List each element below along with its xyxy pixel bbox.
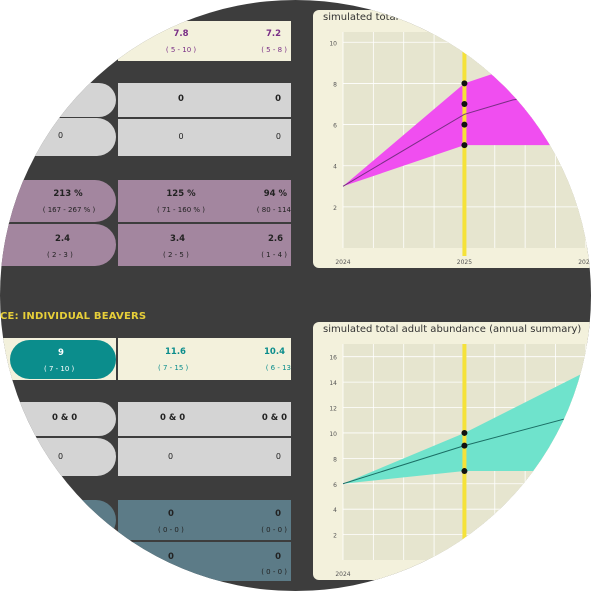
- y-tick-label: 8: [333, 81, 337, 88]
- x-tick-label: 2024: [335, 571, 350, 578]
- cell-value: 0 & 0: [160, 413, 186, 423]
- uncertainty-band: [343, 66, 556, 187]
- cell-value: 0 & 0: [52, 413, 78, 423]
- cell-value: 0 & 0: [261, 413, 287, 423]
- y-tick-label: 14: [329, 380, 337, 387]
- uncertainty-band: [343, 369, 591, 484]
- y-tick-label: 4: [333, 164, 337, 171]
- y-tick-label: 10: [329, 431, 337, 438]
- cell-value: 0: [275, 132, 281, 141]
- cell-range: ( 2 - 3 ): [47, 251, 73, 259]
- data-point: [461, 142, 468, 149]
- cell-range: ( 1 - 4 ): [261, 251, 287, 259]
- cell-value: 3.4: [170, 234, 186, 244]
- section-title: CE: INDIVIDUAL BEAVERS: [0, 311, 147, 322]
- data-point: [461, 80, 468, 87]
- y-tick-label: 6: [333, 482, 337, 489]
- cell-range: ( 5 - 10 ): [165, 46, 197, 54]
- table-cell: 0 ( 0 - 0 ) 0 ( 0 - 0 ): [118, 500, 291, 540]
- y-tick-label: 6: [333, 123, 337, 130]
- cell-value: 125 %: [166, 189, 196, 199]
- data-point: [461, 429, 468, 436]
- cell-value: 0: [275, 509, 281, 519]
- cell-value: 0: [275, 452, 281, 461]
- cell-range: ( 71 - 160 % ): [156, 206, 206, 214]
- table-cell: 0 & 0: [0, 402, 116, 436]
- chart-2-svg: 2 4 6 8 10 12 14 16 2024: [329, 344, 591, 578]
- cell-value: 9: [58, 348, 64, 358]
- table-cell: 0 0: [118, 118, 291, 156]
- cell-value: 0: [178, 132, 184, 141]
- data-point: [461, 121, 468, 128]
- cell-range: ( 0 - 0 ): [261, 526, 287, 534]
- y-tick-label: 16: [329, 355, 337, 362]
- cell-value: 11.6: [165, 347, 186, 357]
- table-cell: 3.4 ( 2 - 5 ) 2.6 ( 1 - 4 ): [118, 223, 291, 266]
- table-cell: 0: [0, 437, 116, 476]
- adult-abundance-chart-panel: simulated total adult abundance (annual …: [313, 322, 591, 580]
- x-tick-label: 2024: [335, 259, 350, 266]
- y-tick-label: 12: [329, 406, 337, 413]
- cell-value: 0: [58, 131, 64, 140]
- x-tick-label: 2025: [457, 259, 472, 266]
- table-cell: 125 % ( 71 - 160 % ) 94 % ( 80 - 114: [118, 180, 291, 222]
- cell-value: 2.6: [267, 234, 283, 244]
- y-tick-label: 10: [329, 40, 337, 47]
- cell-value: 0: [275, 94, 281, 104]
- cell-range: ( 5 - 8 ): [261, 46, 287, 54]
- table-cell: 0 0: [118, 83, 291, 117]
- cell-value: 0: [275, 552, 281, 562]
- cell-value: 10.4: [264, 347, 285, 357]
- chart-title: simulated total adult abundance (annual …: [323, 324, 582, 335]
- cell-value: 0: [168, 452, 174, 461]
- cell-value: 0: [168, 552, 174, 562]
- table-cell: 11.6 ( 7 - 15 ) 10.4 ( 6 - 13: [118, 338, 291, 380]
- chart-title: simulated total nu: [323, 12, 415, 23]
- series-line: [342, 93, 556, 187]
- table-cell: 2.4 ( 2 - 3 ): [0, 223, 116, 266]
- cell-value: 0: [58, 452, 64, 461]
- y-tick-label: 8: [333, 456, 337, 463]
- highlighted-cell: 9 ( 7 - 10 ): [10, 340, 116, 379]
- data-point: [461, 442, 468, 449]
- cell-range: ( 2 - 5 ): [163, 251, 189, 259]
- table-cell: 0 & 0 0 & 0: [118, 402, 291, 436]
- cell-range: ( 0 - 0 ): [158, 568, 184, 576]
- table-cell: 0: [0, 118, 116, 156]
- cell-value: 0: [168, 509, 174, 519]
- abundance-chart-panel: simulated total nu 2 4 6 8 10 2024 2025 2026: [313, 10, 591, 268]
- table-cell: [0, 83, 116, 117]
- x-tick-label: 2026: [578, 259, 591, 266]
- table-cell: [0, 541, 116, 581]
- cell-value: 7.8: [173, 29, 189, 39]
- cell-value: 0: [178, 94, 184, 104]
- cell-range: ( 0 - 0 ): [261, 568, 287, 576]
- y-tick-label: 2: [333, 533, 337, 540]
- cell-range: ( 7 - 10 ): [44, 365, 75, 373]
- cell-value: 7.2: [265, 29, 281, 39]
- y-tick-label: 4: [333, 507, 337, 514]
- cell-range: ( 0 - 0 ): [158, 526, 184, 534]
- table-cell: 213 % ( 167 - 267 % ): [0, 180, 116, 222]
- data-point: [461, 468, 468, 475]
- cell-range: ( 80 - 114: [256, 206, 291, 214]
- table-cell: 0 ( 0 - 0 ) 0 ( 0 - 0 ): [118, 541, 291, 581]
- cell-range: ( 167 - 267 % ): [42, 206, 96, 214]
- data-point: [461, 101, 468, 107]
- cell-range: ( 6 - 13: [265, 364, 291, 372]
- cell-value: 94 %: [263, 189, 287, 199]
- table-cell: 0 0: [118, 437, 291, 476]
- cell-value: 2.4: [55, 234, 71, 244]
- table-cell: 7.8 ( 5 - 10 ) 7.2 ( 5 - 8 ): [118, 20, 291, 61]
- y-tick-label: 2: [333, 205, 337, 212]
- cell-range: ( 7 - 15 ): [158, 364, 189, 372]
- cell-value: 213 %: [53, 189, 83, 199]
- table-cell: [0, 500, 116, 540]
- chart-1-svg: 2 4 6 8 10 2024 2025 2026: [329, 32, 591, 266]
